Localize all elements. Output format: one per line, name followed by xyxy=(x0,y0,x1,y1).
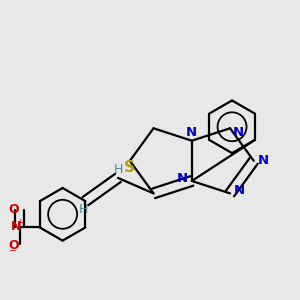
Text: N: N xyxy=(186,126,197,139)
Text: O: O xyxy=(9,203,20,216)
Text: H: H xyxy=(114,163,124,176)
Text: N: N xyxy=(234,184,245,197)
Text: H: H xyxy=(79,203,88,216)
Text: O: O xyxy=(9,238,20,252)
Text: N: N xyxy=(257,154,268,167)
Text: N: N xyxy=(177,172,188,185)
Text: S: S xyxy=(124,160,135,175)
Text: −: − xyxy=(8,246,16,255)
Text: +: + xyxy=(16,218,24,227)
Text: N: N xyxy=(11,220,21,233)
Text: N: N xyxy=(232,126,243,140)
